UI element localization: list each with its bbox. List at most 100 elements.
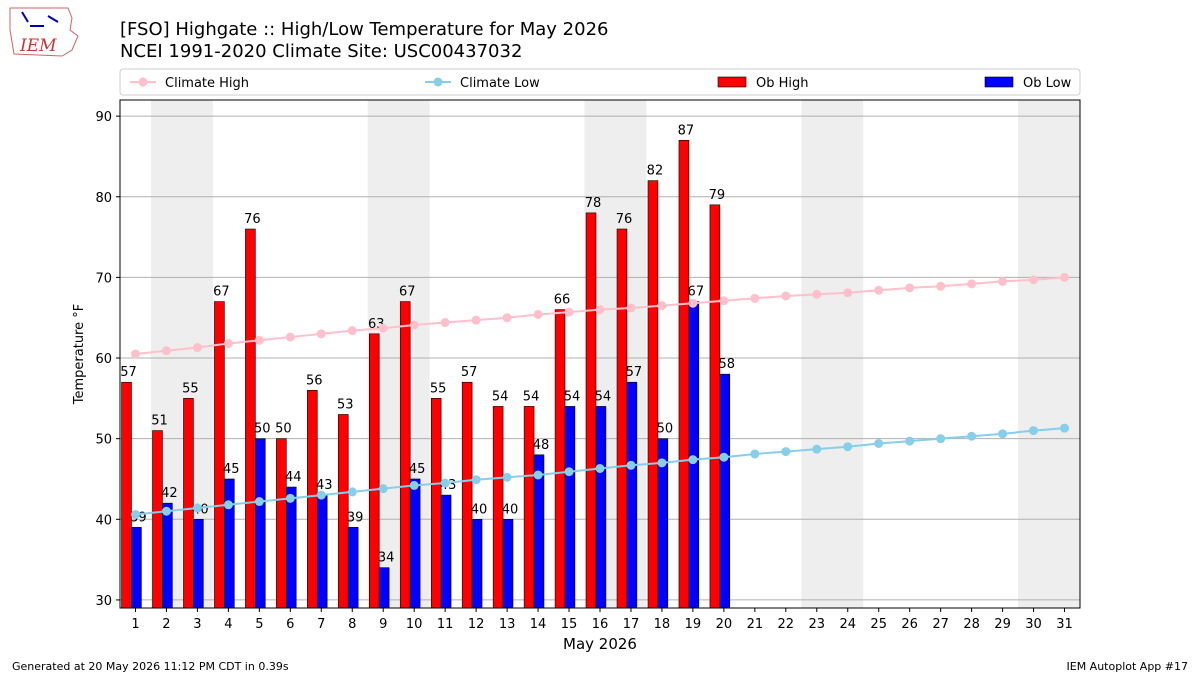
climate-point — [781, 291, 791, 301]
bar — [564, 406, 576, 609]
bar — [678, 140, 690, 609]
x-tick-label: 26 — [901, 617, 918, 632]
legend-marker — [433, 77, 443, 87]
climate-point — [967, 279, 977, 289]
x-tick-label: 15 — [561, 617, 578, 632]
y-tick-label: 50 — [95, 433, 112, 448]
climate-point — [874, 285, 884, 295]
bar — [647, 180, 659, 609]
x-tick-label: 5 — [255, 617, 263, 632]
x-tick-label: 25 — [870, 617, 887, 632]
climate-point — [1060, 272, 1070, 282]
x-tick-label: 9 — [379, 617, 387, 632]
legend-label: Climate Low — [460, 76, 540, 91]
climate-point — [750, 293, 760, 303]
bar — [152, 430, 163, 609]
bar — [709, 204, 721, 609]
y-tick-label: 30 — [95, 594, 112, 609]
climate-point — [1060, 423, 1070, 433]
legend-label: Ob High — [756, 76, 809, 91]
x-tick-label: 24 — [839, 617, 856, 632]
bar-value-label: 58 — [719, 357, 736, 372]
climate-point — [409, 480, 419, 490]
bar — [626, 381, 638, 609]
bar-value-label: 56 — [306, 373, 323, 388]
climate-point — [347, 326, 357, 336]
legend-box — [119, 68, 1081, 96]
bar-value-label: 87 — [678, 123, 695, 138]
plot-frame — [119, 99, 1081, 609]
climate-point — [378, 484, 388, 494]
y-tick-label: 90 — [95, 110, 112, 125]
bar — [245, 228, 256, 609]
climate-point — [223, 339, 233, 349]
y-tick-label: 70 — [95, 271, 112, 286]
bar — [585, 212, 597, 609]
x-tick-label: 19 — [685, 617, 702, 632]
y-tick-label: 80 — [95, 191, 112, 206]
climate-point — [905, 283, 915, 293]
x-tick-label: 10 — [406, 617, 423, 632]
x-tick-label: 12 — [468, 617, 485, 632]
climate-point — [1029, 275, 1039, 285]
x-tick-label: 2 — [162, 617, 170, 632]
climate-point — [471, 475, 481, 485]
climate-point — [192, 343, 202, 353]
climate-point — [564, 467, 574, 477]
x-tick-label: 31 — [1056, 617, 1073, 632]
bar-value-label: 76 — [616, 212, 633, 227]
climate-point — [812, 289, 822, 299]
logo-symbols — [21, 11, 59, 27]
climate-point — [440, 318, 450, 328]
bar — [121, 381, 132, 609]
bar-value-label: 54 — [595, 389, 612, 404]
climate-point — [533, 309, 543, 319]
bar-value-label: 39 — [347, 510, 364, 525]
x-tick-label: 7 — [317, 617, 325, 632]
bar-value-label: 76 — [244, 212, 261, 227]
bar-value-label: 42 — [161, 486, 178, 501]
bar — [316, 494, 328, 609]
bar-value-label: 40 — [471, 502, 488, 517]
bar-value-label: 55 — [182, 381, 199, 396]
bar-value-label: 45 — [409, 462, 426, 477]
bar — [378, 567, 390, 609]
x-tick-label: 17 — [623, 617, 640, 632]
weekend-shade — [801, 100, 864, 608]
climate-point — [316, 490, 326, 500]
x-tick-label: 11 — [437, 617, 454, 632]
bar — [440, 494, 452, 609]
bar — [224, 478, 235, 609]
bar-value-label: 48 — [533, 438, 550, 453]
bar — [595, 406, 607, 609]
climate-point — [688, 298, 698, 308]
climate-point — [936, 281, 946, 291]
climate-point — [502, 313, 512, 323]
climate-point — [130, 509, 140, 519]
bar-value-label: 44 — [285, 470, 302, 485]
x-tick-label: 6 — [286, 617, 294, 632]
x-tick-label: 30 — [1025, 617, 1042, 632]
x-tick-label: 27 — [932, 617, 949, 632]
climate-point — [595, 464, 605, 474]
climate-point — [998, 276, 1008, 286]
bar-value-label: 82 — [647, 164, 664, 179]
climate-point — [626, 303, 636, 313]
x-tick-label: 29 — [994, 617, 1011, 632]
bar — [430, 398, 442, 609]
y-tick-label: 40 — [95, 513, 112, 528]
climate-point — [502, 472, 512, 482]
climate-point — [409, 320, 419, 330]
legend-swatch — [984, 76, 1014, 88]
climate-point — [843, 288, 853, 298]
x-tick-label: 4 — [224, 617, 232, 632]
x-tick-label: 23 — [809, 617, 826, 632]
bar-value-label: 78 — [585, 196, 602, 211]
climate-point — [192, 503, 202, 513]
bar — [399, 301, 411, 609]
bar-value-label: 43 — [316, 478, 333, 493]
climate-point — [812, 444, 822, 454]
bar — [214, 301, 225, 609]
